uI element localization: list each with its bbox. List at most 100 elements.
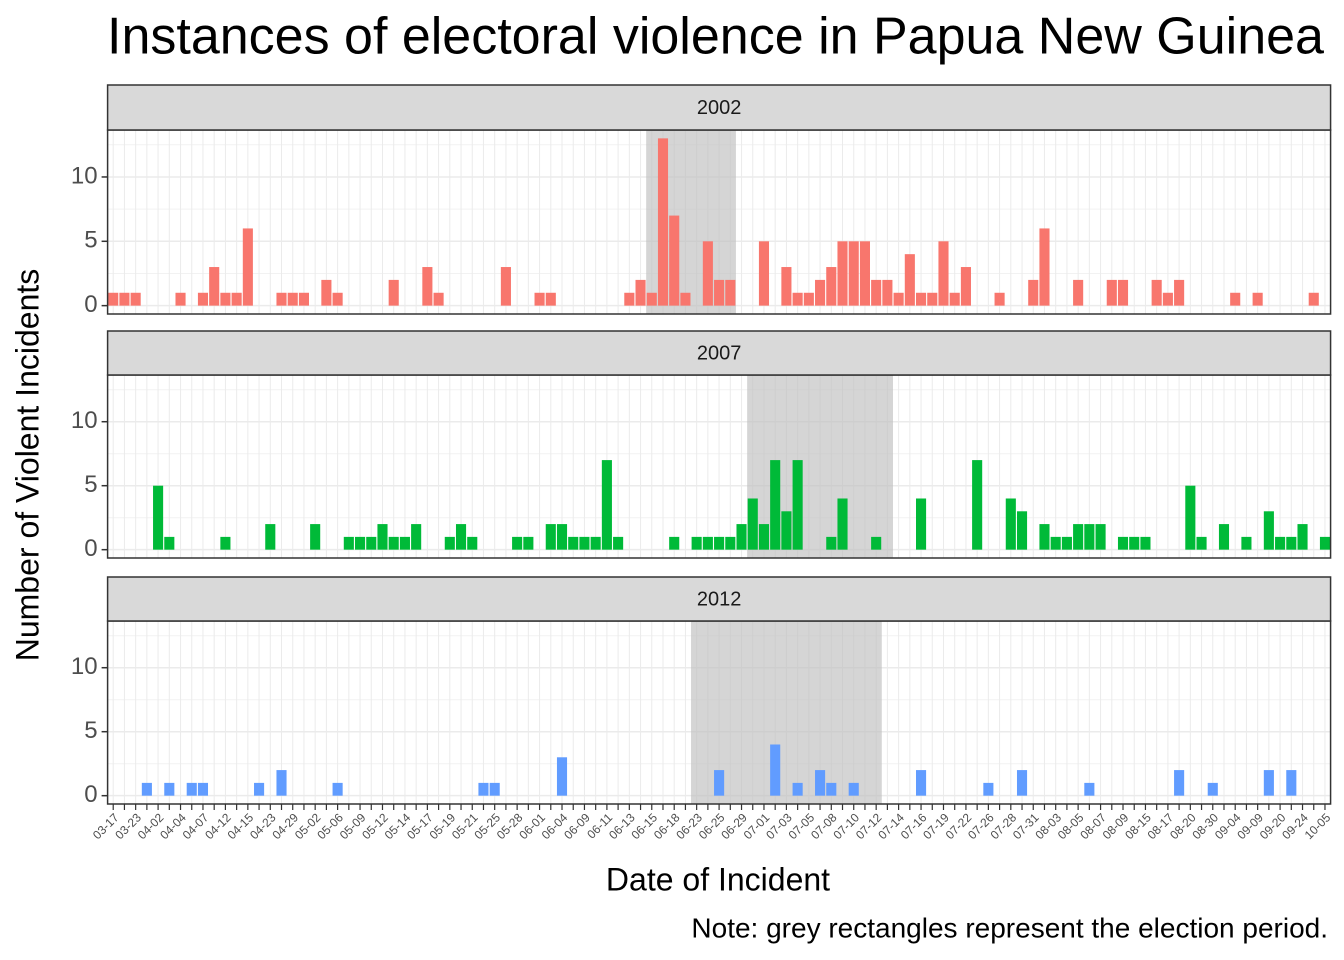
bar (871, 279, 882, 306)
bar (669, 536, 680, 550)
bar (366, 536, 377, 550)
bar (1050, 536, 1061, 550)
bar (972, 460, 983, 550)
bar (186, 782, 197, 796)
bar (1286, 536, 1297, 550)
bar (1241, 536, 1252, 550)
bar (983, 782, 994, 796)
bar (714, 536, 725, 550)
bar (1263, 511, 1274, 550)
bar (254, 782, 265, 796)
y-tick-label: 0 (84, 535, 97, 562)
bar (702, 241, 713, 306)
bar (556, 524, 568, 550)
bar (1319, 536, 1331, 550)
bar (164, 782, 175, 796)
bar (433, 292, 444, 306)
bar (714, 279, 725, 306)
bar (916, 498, 927, 550)
bar (568, 536, 579, 550)
bar (1129, 536, 1140, 550)
bar (1297, 524, 1308, 550)
bar (130, 292, 141, 306)
chart-title: Instances of electoral violence in Papua… (107, 8, 1324, 66)
bar (1117, 536, 1129, 550)
bar (321, 279, 332, 306)
bar (164, 536, 175, 550)
bar (871, 536, 882, 550)
bar (287, 292, 298, 306)
bar (826, 536, 837, 550)
bar (500, 267, 511, 306)
x-axis-title: Date of Incident (606, 861, 830, 897)
bar (927, 292, 938, 306)
bar (1230, 292, 1241, 306)
bar (691, 536, 702, 550)
bar (893, 292, 904, 306)
bar (579, 536, 590, 550)
bar (231, 292, 242, 306)
bar (388, 536, 399, 550)
bar (1252, 292, 1263, 306)
bar (1162, 292, 1173, 306)
strip (106, 84, 1332, 131)
bar (399, 536, 410, 550)
bar (1005, 498, 1016, 550)
bar (355, 536, 366, 550)
bar (276, 292, 287, 306)
note: Note: grey rectangles represent the elec… (691, 912, 1328, 943)
y-tick-label: 5 (84, 227, 97, 254)
bar (153, 485, 164, 550)
bar (108, 292, 119, 306)
bar (1174, 770, 1185, 796)
bar (377, 524, 388, 550)
bar (1084, 782, 1095, 796)
bar (601, 460, 612, 550)
bar (556, 757, 568, 796)
bar (725, 279, 736, 306)
bar (938, 241, 949, 306)
bar (545, 524, 556, 550)
bar (669, 215, 680, 306)
bar (1016, 770, 1028, 796)
strip (106, 330, 1332, 376)
bar (657, 138, 669, 306)
bar (1106, 279, 1117, 306)
bar (1140, 536, 1151, 550)
bar (1308, 292, 1319, 306)
bar (815, 770, 826, 796)
y-tick-label: 0 (84, 291, 97, 318)
bar (545, 292, 556, 306)
bar (444, 536, 455, 550)
bar (534, 292, 545, 306)
bar (220, 536, 231, 550)
y-tick-label: 10 (71, 407, 98, 434)
strip-label: 2002 (697, 97, 742, 119)
bar (1196, 536, 1207, 550)
bar (1095, 524, 1106, 550)
bar (747, 498, 758, 550)
bar (613, 536, 624, 550)
bar (411, 524, 422, 550)
y-tick-label: 10 (71, 162, 98, 189)
bar (1084, 524, 1095, 550)
bar (702, 536, 713, 550)
bar (859, 241, 870, 306)
bar (770, 744, 781, 796)
bar (680, 292, 691, 306)
bar (882, 279, 893, 306)
bar (388, 279, 399, 306)
bar (141, 782, 152, 796)
bar (792, 460, 803, 550)
bar (770, 460, 781, 550)
bar (635, 279, 646, 306)
bar (781, 267, 792, 306)
bar (848, 782, 859, 796)
bar (209, 267, 220, 306)
bar (848, 241, 859, 306)
bar (332, 782, 343, 796)
bar (1073, 279, 1084, 306)
bar (422, 267, 433, 306)
bar (1174, 279, 1185, 306)
bar (175, 292, 186, 306)
